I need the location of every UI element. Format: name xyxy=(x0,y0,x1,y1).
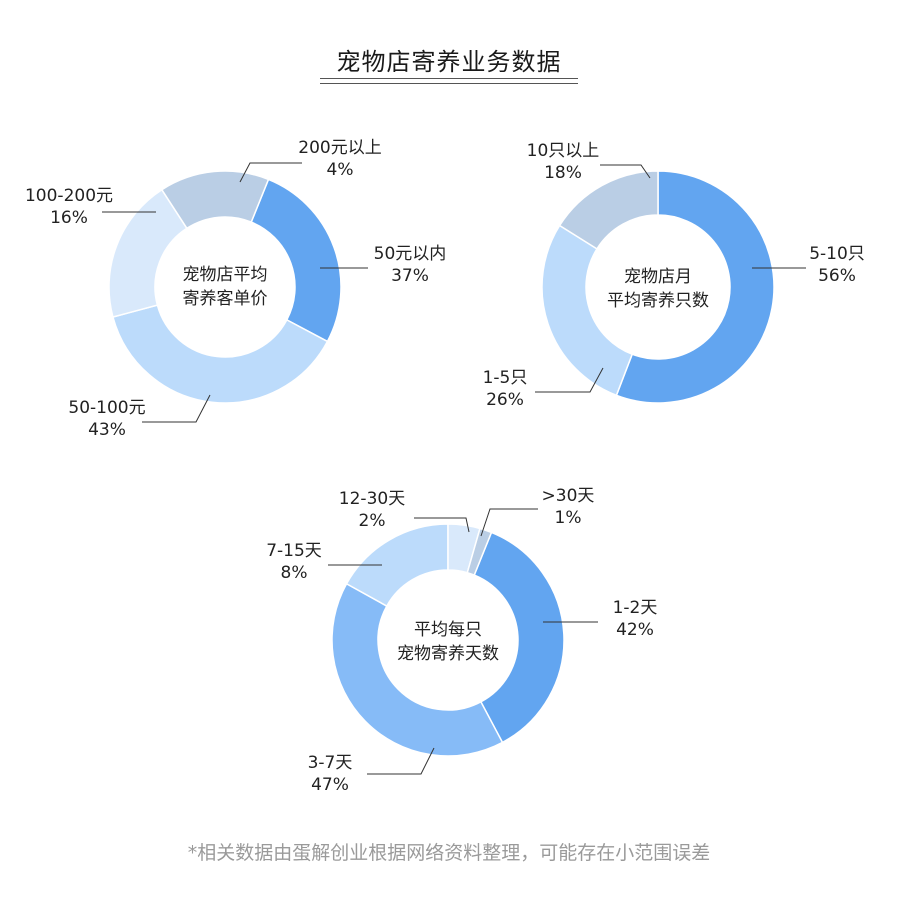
label-name: 7-15天 xyxy=(266,541,322,561)
label-name: >30天 xyxy=(541,486,595,506)
leader-line-200-plus xyxy=(239,162,302,183)
footnote: *相关数据由蛋解创业根据网络资料整理，可能存在小范围误差 xyxy=(187,842,711,864)
slice-200-plus xyxy=(160,170,270,230)
label-100-200: 100-200元 16% xyxy=(14,185,124,229)
label-200-plus: 200元以上 4% xyxy=(285,137,395,181)
page-title: 宠物店寄养业务数据 xyxy=(336,48,562,76)
label-pct: 16% xyxy=(50,208,88,228)
center-line-2: 宠物寄养天数 xyxy=(397,644,499,664)
donut-chart-monthly-count xyxy=(541,170,775,404)
label-12-30-days: 12-30天 2% xyxy=(327,488,417,532)
slice-1-5 xyxy=(541,224,634,397)
label-name: 10只以上 xyxy=(526,141,600,161)
leader-lines-chart3 xyxy=(328,508,598,775)
label-name: 200元以上 xyxy=(298,138,382,158)
label-name: 5-10只 xyxy=(809,244,865,264)
center-label-days: 平均每只 宠物寄养天数 xyxy=(373,618,523,666)
donut-chart-days xyxy=(331,523,565,757)
slice-30-plus-days xyxy=(466,527,493,577)
center-line-1: 宠物店平均 xyxy=(182,265,268,285)
label-name: 12-30天 xyxy=(338,489,406,509)
center-label-price: 宠物店平均 寄养客单价 xyxy=(155,263,295,311)
label-7-15-days: 7-15天 8% xyxy=(254,540,334,584)
label-pct: 4% xyxy=(326,160,354,180)
label-name: 100-200元 xyxy=(24,186,114,206)
center-line-1: 宠物店月 xyxy=(624,267,692,287)
leader-lines-chart2 xyxy=(535,164,806,393)
label-pct: 1% xyxy=(554,508,582,528)
leader-line-1-5 xyxy=(535,367,604,393)
donut-chart-price xyxy=(108,170,342,404)
label-pct: 56% xyxy=(818,266,856,286)
center-line-1: 平均每只 xyxy=(414,620,482,640)
label-1-2-days: 1-2天 42% xyxy=(590,597,680,641)
leader-line-10-plus xyxy=(600,164,651,179)
leader-line-30-plus xyxy=(480,508,538,537)
center-line-2: 平均寄养只数 xyxy=(607,291,709,311)
leader-lines-chart1 xyxy=(102,162,368,423)
label-50-within: 50元以内 37% xyxy=(360,243,460,287)
leader-line-50-100 xyxy=(142,394,211,423)
label-pct: 42% xyxy=(616,620,654,640)
label-name: 3-7天 xyxy=(307,753,353,773)
center-line-2: 寄养客单价 xyxy=(182,289,268,309)
leader-line-3-7 xyxy=(367,747,435,775)
label-50-100: 50-100元 43% xyxy=(52,397,162,441)
leader-line-12-30 xyxy=(414,517,470,533)
slice-10-plus xyxy=(558,170,659,250)
label-pct: 43% xyxy=(88,420,126,440)
label-pct: 2% xyxy=(358,511,386,531)
label-name: 1-2天 xyxy=(612,598,658,618)
label-pct: 37% xyxy=(391,266,429,286)
label-3-7-days: 3-7天 47% xyxy=(290,752,370,796)
label-pct: 18% xyxy=(544,163,582,183)
title-underline-1 xyxy=(320,78,578,79)
label-name: 50-100元 xyxy=(68,398,146,418)
slice-50-within xyxy=(250,178,342,343)
label-1-5: 1-5只 26% xyxy=(465,367,545,411)
label-10-plus: 10只以上 18% xyxy=(508,140,618,184)
label-pct: 26% xyxy=(486,390,524,410)
slice-1-2-days xyxy=(473,531,565,744)
center-label-monthly-count: 宠物店月 平均寄养只数 xyxy=(583,265,733,313)
label-name: 50元以内 xyxy=(373,244,447,264)
slice-3-7-days xyxy=(331,582,504,757)
label-pct: 8% xyxy=(280,563,308,583)
slice-50-100 xyxy=(112,304,329,404)
label-pct: 47% xyxy=(311,775,349,795)
slice-5-10 xyxy=(615,170,775,404)
label-name: 1-5只 xyxy=(482,368,528,388)
label-30-plus-days: >30天 1% xyxy=(528,485,608,529)
title-underline-2 xyxy=(320,83,578,84)
label-5-10: 5-10只 56% xyxy=(792,243,882,287)
